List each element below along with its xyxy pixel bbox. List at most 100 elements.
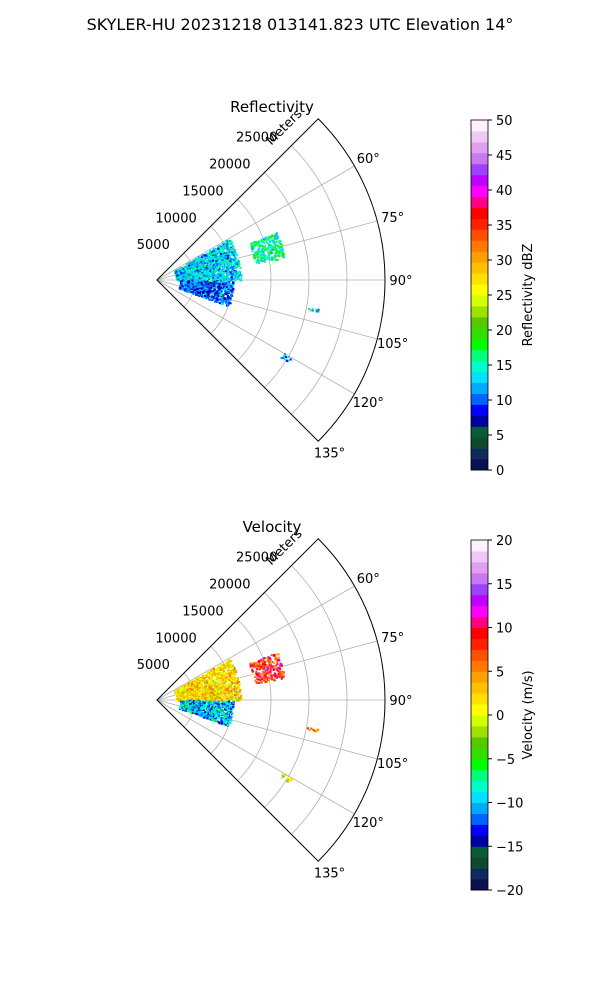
- echo-gate: [269, 244, 272, 247]
- echo-gate: [222, 268, 225, 271]
- echo-gate: [275, 663, 278, 666]
- echo-gate: [191, 691, 193, 694]
- echo-gate: [210, 692, 213, 695]
- echo-gate: [218, 714, 221, 717]
- echo-gate: [234, 682, 237, 685]
- echo-gate: [216, 710, 218, 713]
- echo-gate: [181, 277, 184, 280]
- echo-gate: [216, 273, 219, 276]
- echo-gate: [226, 714, 229, 717]
- echo-gate: [308, 308, 311, 310]
- echo-gate: [268, 249, 271, 252]
- echo-gate: [209, 698, 211, 701]
- echo-gate: [224, 293, 227, 296]
- echo-gate: [222, 678, 225, 681]
- echo-gate: [186, 276, 189, 279]
- echo-gate: [256, 259, 259, 262]
- echo-gate: [223, 692, 226, 695]
- echo-gate: [218, 290, 221, 293]
- echo-gate: [217, 285, 219, 288]
- echo-gate: [209, 249, 212, 252]
- echo-gate: [214, 713, 217, 716]
- echo-gate: [221, 702, 224, 705]
- echo-gate: [223, 286, 226, 289]
- echo-gate: [212, 290, 214, 293]
- echo-gate: [220, 269, 223, 272]
- echo-gate: [208, 298, 211, 301]
- echo-gate: [267, 246, 270, 249]
- echo-gate: [236, 274, 239, 277]
- echo-gate: [194, 700, 197, 703]
- echo-gate: [230, 690, 233, 693]
- echo-gate: [227, 717, 230, 720]
- echo-gate: [184, 273, 187, 276]
- echo-gate: [224, 684, 227, 686]
- echo-gate: [272, 674, 275, 677]
- echo-gate: [276, 235, 279, 238]
- echo-gate: [217, 703, 220, 706]
- echo-gate: [200, 701, 203, 704]
- echo-gate: [201, 278, 204, 281]
- echo-gate: [283, 355, 286, 358]
- echo-gate: [213, 289, 216, 292]
- echo-gate: [229, 663, 232, 666]
- echo-gate: [263, 667, 265, 670]
- echo-gate: [220, 704, 223, 707]
- azimuth-gridline: [156, 165, 355, 281]
- echo-gate: [208, 708, 211, 710]
- echo-gate: [228, 273, 231, 276]
- echo-gate: [260, 252, 263, 255]
- echo-gate: [207, 257, 210, 260]
- echo-gate: [204, 700, 207, 703]
- echo-gate: [275, 657, 278, 660]
- echo-gate: [273, 254, 276, 257]
- echo-gate: [230, 660, 233, 662]
- echo-gate: [190, 710, 193, 713]
- echo-gate: [208, 258, 211, 261]
- echo-gate: [229, 271, 232, 274]
- echo-gate: [227, 291, 230, 294]
- echo-gate: [229, 289, 232, 292]
- echo-gate: [211, 253, 214, 255]
- echo-gate: [229, 704, 232, 707]
- echo-gate: [193, 268, 196, 271]
- echo-gate: [193, 696, 196, 699]
- echo-gate: [215, 262, 218, 265]
- echo-gate: [201, 679, 204, 682]
- echo-gate: [274, 249, 277, 252]
- echo-gate: [231, 666, 234, 669]
- echo-gate: [269, 663, 272, 666]
- echo-gate: [219, 694, 222, 697]
- echo-gate: [214, 682, 217, 684]
- echo-gate: [198, 681, 201, 684]
- echo-gate: [221, 703, 224, 706]
- colorbar-segment: [471, 120, 488, 132]
- echo-gate: [230, 719, 233, 722]
- echo-gate: [227, 267, 230, 270]
- echo-gate: [189, 710, 191, 713]
- colorbar-tick-label: 5: [496, 429, 504, 444]
- echo-gate: [283, 256, 285, 259]
- echo-gate: [202, 288, 205, 291]
- echo-gate: [211, 257, 214, 260]
- echo-gate: [219, 274, 222, 277]
- colorbar-segment: [471, 382, 488, 394]
- colorbar-segment: [471, 262, 488, 274]
- echo-gate: [196, 681, 199, 684]
- echo-gate: [262, 252, 265, 255]
- echo-gate: [186, 703, 189, 706]
- echo-gate: [231, 261, 234, 264]
- echo-gate: [208, 672, 210, 675]
- echo-gate: [228, 679, 231, 682]
- echo-gate: [208, 281, 211, 284]
- echo-gate: [183, 274, 186, 277]
- echo-gate: [211, 705, 214, 708]
- echo-gate: [228, 252, 231, 255]
- echo-gate: [237, 272, 240, 275]
- echo-gate: [201, 698, 204, 701]
- echo-gate: [263, 677, 266, 680]
- echo-gate: [222, 248, 225, 250]
- echo-gate: [213, 694, 216, 697]
- echo-gate: [222, 676, 225, 679]
- echo-gate: [264, 680, 267, 683]
